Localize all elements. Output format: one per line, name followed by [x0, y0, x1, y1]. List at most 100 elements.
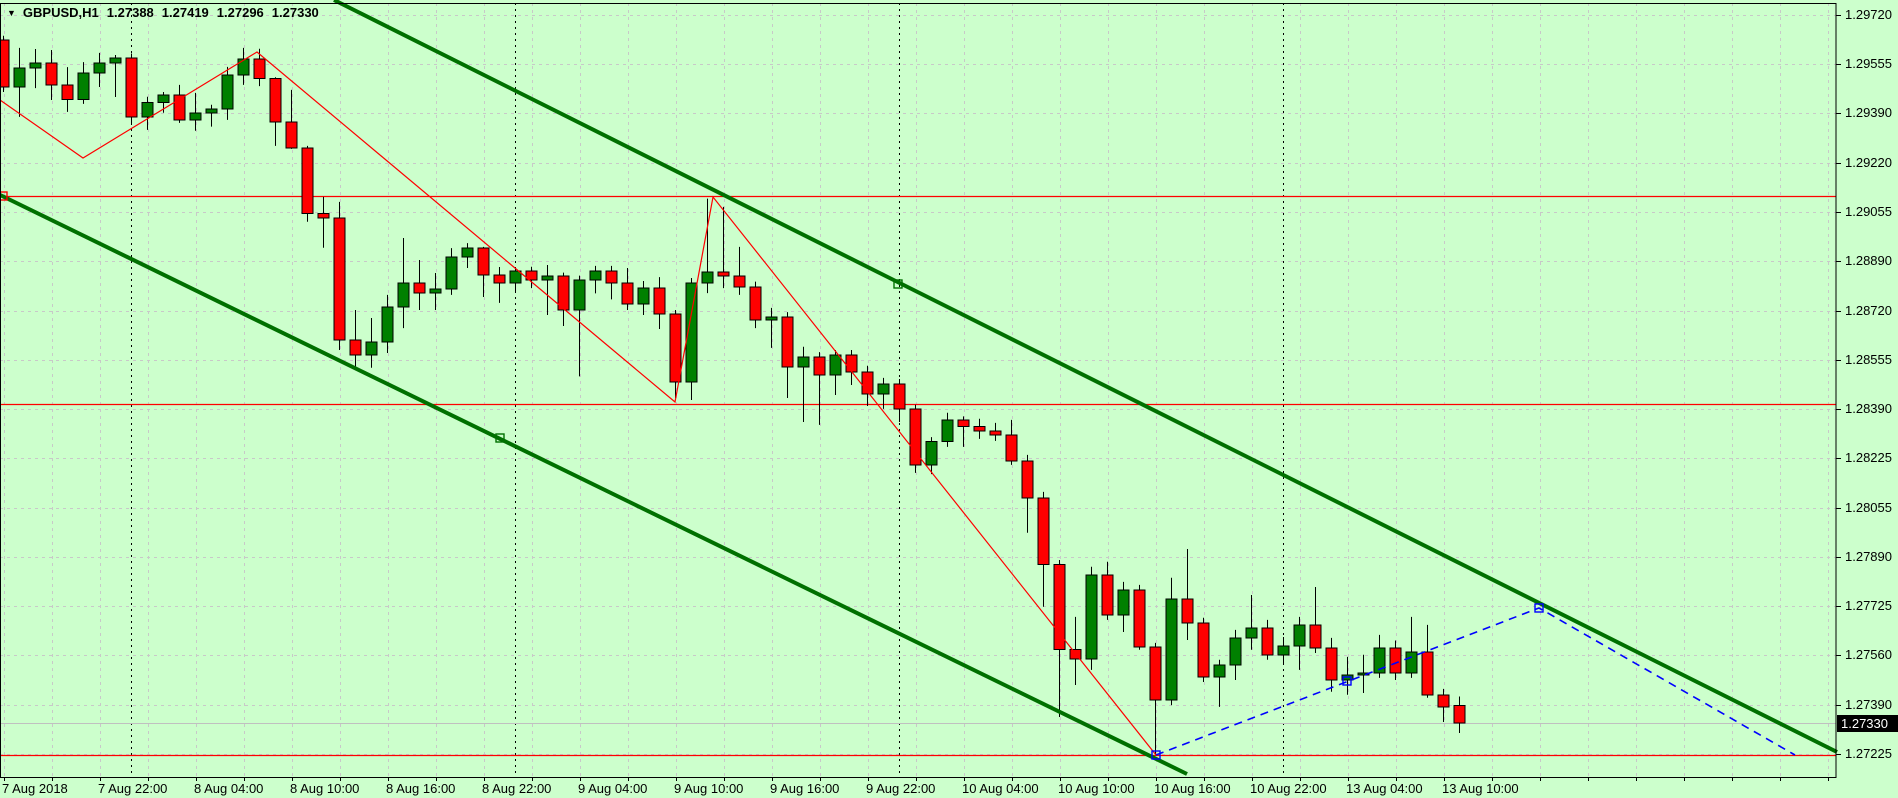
time-label-10-Aug-22-00: 10 Aug 22:00	[1250, 781, 1327, 796]
candle-body-10-Aug-20-00	[1213, 664, 1226, 678]
candle-body-9-Aug-16-00	[765, 316, 778, 321]
candle-body-13-Aug-01-00	[1293, 624, 1306, 647]
ohlc-close: 1.27330	[271, 5, 319, 20]
time-label-7-Aug-22-00: 7 Aug 22:00	[98, 781, 168, 796]
price-label-1.29220: 1.29220	[1845, 155, 1892, 170]
candle-body-10-Aug-04-00	[957, 419, 970, 428]
candle-body-13-Aug-08-00	[1405, 651, 1418, 674]
candle-body-10-Aug-17-00	[1165, 598, 1178, 701]
object-anchor-handle[interactable]	[0, 191, 8, 201]
candle-body-10-Aug-16-00	[1149, 646, 1162, 701]
candle-body-9-Aug-14-00	[733, 275, 746, 288]
candle-body-13-Aug-03-00	[1325, 647, 1338, 681]
candle-body-9-Aug-04-00	[573, 279, 586, 311]
object-anchor-handle[interactable]	[893, 279, 903, 289]
price-label-1.28225: 1.28225	[1845, 450, 1892, 465]
drawn-objects-layer[interactable]	[0, 0, 1838, 776]
candle-body-9-Aug-19-00	[813, 356, 826, 376]
ohlc-high: 1.27419	[161, 5, 209, 20]
price-label-1.27225: 1.27225	[1845, 746, 1892, 761]
candle-body-10-Aug-02-00	[925, 441, 938, 466]
candle-body-9-Aug-01-00	[525, 270, 538, 281]
candle-body-10-Aug-19-00	[1197, 622, 1210, 678]
time-label-13-Aug-04-00: 13 Aug 04:00	[1346, 781, 1423, 796]
object-anchor-handle[interactable]	[1534, 603, 1544, 613]
price-label-1.27560: 1.27560	[1845, 647, 1892, 662]
object-anchor-handle[interactable]	[1342, 676, 1352, 686]
candle-body-9-Aug-23-00	[877, 383, 890, 395]
candle-body-9-Aug-09-00	[653, 287, 666, 315]
candle-body-8-Aug-00-00	[125, 57, 138, 118]
candle-body-7-Aug-23-00	[109, 57, 122, 64]
object-anchor-handle[interactable]	[495, 433, 505, 443]
symbol-dropdown-icon[interactable]: ▼	[7, 7, 16, 18]
grid-layer	[0, 3, 1836, 777]
candle-body-10-Aug-01-00	[909, 408, 922, 466]
candle-body-8-Aug-11-00	[301, 147, 314, 215]
candle-body-9-Aug-11-00	[685, 282, 698, 383]
candle-body-10-Aug-00-00	[893, 383, 906, 410]
candle-body-8-Aug-04-00	[189, 112, 202, 121]
candle-body-9-Aug-15-00	[749, 286, 762, 321]
candle-body-8-Aug-07-00	[237, 58, 250, 76]
candle-body-9-Aug-08-00	[637, 287, 650, 305]
candle-body-7-Aug-19-00	[45, 62, 58, 86]
time-label-9-Aug-22-00: 9 Aug 22:00	[866, 781, 936, 796]
candle-body-8-Aug-09-00	[269, 78, 282, 123]
time-label-8-Aug-16-00: 8 Aug 16:00	[386, 781, 456, 796]
candle-body-10-Aug-09-00	[1037, 497, 1050, 566]
candle-body-8-Aug-10-00	[285, 121, 298, 149]
candle-body-10-Aug-13-00	[1101, 574, 1114, 616]
candle-body-10-Aug-22-00	[1245, 627, 1258, 639]
candle-body-8-Aug-06-00	[221, 74, 234, 110]
candle-body-8-Aug-19-00	[429, 288, 442, 294]
candle-body-10-Aug-15-00	[1133, 589, 1146, 648]
candle-body-9-Aug-20-00	[829, 354, 842, 376]
channel-upper	[333, 0, 1838, 754]
candle-body-8-Aug-20-00	[445, 256, 458, 290]
candle-body-7-Aug-22-00	[93, 62, 106, 74]
ohlc-open: 1.27388	[106, 5, 154, 20]
candle-body-8-Aug-02-00	[157, 94, 170, 104]
candle-body-13-Aug-07-00	[1389, 647, 1402, 674]
candle-body-8-Aug-13-00	[333, 217, 346, 341]
candle-body-9-Aug-17-00	[781, 316, 794, 368]
time-label-13-Aug-10-00: 13 Aug 10:00	[1442, 781, 1519, 796]
candle-body-8-Aug-17-00	[397, 282, 410, 308]
time-label-7-Aug-2018: 7 Aug 2018	[2, 781, 68, 796]
price-label-1.29720: 1.29720	[1845, 7, 1892, 22]
candle-body-9-Aug-03-00	[557, 275, 570, 311]
time-label-8-Aug-10-00: 8 Aug 10:00	[290, 781, 360, 796]
price-label-1.28555: 1.28555	[1845, 352, 1892, 367]
candle-body-10-Aug-23-00	[1261, 627, 1274, 656]
swing-lines	[0, 51, 1157, 756]
candle-body-8-Aug-01-00	[141, 102, 154, 118]
candle-body-10-Aug-12-00	[1085, 574, 1098, 660]
candle-body-10-Aug-18-00	[1181, 598, 1194, 624]
candle-body-9-Aug-12-00	[701, 271, 714, 284]
candle-body-9-Aug-10-00	[669, 313, 682, 383]
price-label-1.29555: 1.29555	[1845, 56, 1892, 71]
price-label-1.28055: 1.28055	[1845, 500, 1892, 515]
candle-body-10-Aug-14-00	[1117, 589, 1130, 616]
forecast-path	[1155, 607, 1796, 756]
symbol-period-label: GBPUSD,H1	[22, 5, 99, 20]
candle-body-10-Aug-07-00	[1005, 434, 1018, 462]
price-label-1.27890: 1.27890	[1845, 549, 1892, 564]
channel-lower	[0, 192, 1188, 776]
time-label-9-Aug-04-00: 9 Aug 04:00	[578, 781, 648, 796]
candle-body-7-Aug-20-00	[61, 84, 74, 101]
price-label-1.28890: 1.28890	[1845, 253, 1892, 268]
time-label-8-Aug-22-00: 8 Aug 22:00	[482, 781, 552, 796]
candle-body-10-Aug-05-00	[973, 426, 986, 432]
candle-body-13-Aug-11-00	[1453, 705, 1466, 724]
candle-body-10-Aug-08-00	[1021, 460, 1034, 499]
price-label-1.29055: 1.29055	[1845, 204, 1892, 219]
object-anchor-handle[interactable]	[1151, 750, 1161, 760]
chart-title: ▼ GBPUSD,H1 1.27388 1.27419 1.27296 1.27…	[7, 5, 327, 20]
candle-body-8-Aug-18-00	[413, 282, 426, 294]
candle-body-13-Aug-06-00	[1373, 647, 1386, 674]
plot-border	[0, 3, 1837, 778]
